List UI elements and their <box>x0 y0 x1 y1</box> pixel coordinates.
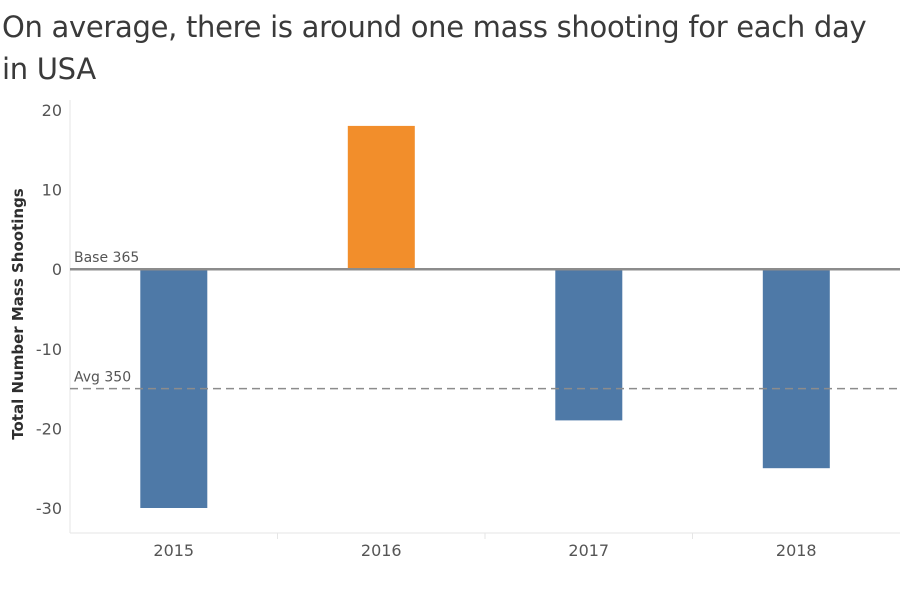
reference-label-base-365: Base 365 <box>74 250 139 266</box>
x-tick-label: 2015 <box>153 541 194 560</box>
bar-2016[interactable] <box>347 125 415 270</box>
y-tick-label: -30 <box>36 499 62 518</box>
y-axis-ticks: 20 10 0 -10 -20 -30 <box>36 101 62 518</box>
bar-2017[interactable] <box>555 269 623 421</box>
y-tick-label: 20 <box>42 101 62 120</box>
y-axis-title: Total Number Mass Shootings <box>9 188 27 440</box>
y-tick-label: 0 <box>52 260 62 279</box>
y-tick-label: -20 <box>36 419 62 438</box>
bars <box>140 125 830 508</box>
y-tick-label: -10 <box>36 340 62 359</box>
x-tick-label: 2016 <box>361 541 402 560</box>
bar-2018[interactable] <box>762 269 830 469</box>
x-tick-label: 2018 <box>776 541 817 560</box>
chart-title: On average, there is around one mass sho… <box>2 10 867 86</box>
x-axis-ticks: 2015 2016 2017 2018 <box>153 541 816 560</box>
reference-label-avg-350: Avg 350 <box>74 370 131 386</box>
plot-frame <box>69 100 900 539</box>
y-tick-label: 10 <box>42 181 62 200</box>
x-tick-label: 2017 <box>568 541 609 560</box>
reference-lines: Base 365 Avg 350 <box>70 250 900 390</box>
